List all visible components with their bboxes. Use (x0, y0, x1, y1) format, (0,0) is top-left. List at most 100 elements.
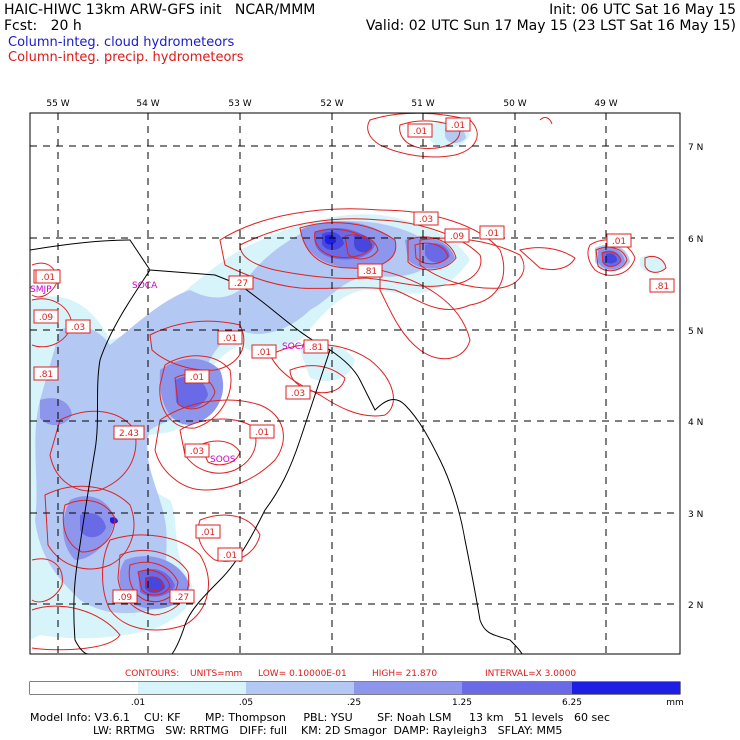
lat-label: 3 N (688, 510, 703, 520)
latitude-labels: 7 N 6 N 5 N 4 N 3 N 2 N (688, 143, 703, 611)
colorbar-label: .01 (131, 698, 145, 708)
lon-label: 49 W (594, 99, 617, 109)
cloud-shading (30, 121, 665, 641)
contour-labels: .01 .01 .03 .09 .01 .01 .81 .27 .01 .01 .03 .01 .27.… (33, 117, 675, 604)
contour-label: .01 (190, 373, 204, 383)
contours-interval: INTERVAL=X 3.0000 (485, 669, 576, 679)
contours-title: CONTOURS: (125, 669, 179, 679)
header-line1-left: HAIC-HIWC 13km ARW-GFS init NCAR/MMM (4, 2, 316, 18)
station-label: SOOS (210, 455, 236, 465)
colorbar-label: .05 (239, 698, 253, 708)
contour-label-box (169, 589, 195, 604)
contour-label-box (285, 385, 311, 400)
colorbar-units: mm (666, 698, 684, 708)
contour-label-box (251, 344, 277, 359)
contour-label: .01 (41, 273, 55, 283)
contours-units: UNITS=mm (190, 669, 242, 679)
contour-label-box (195, 524, 221, 539)
field-precip-label: Column-integ. precip. hydrometeors (8, 50, 244, 65)
lon-label: 54 W (136, 99, 159, 109)
lat-label: 4 N (688, 418, 703, 428)
lon-label: 50 W (503, 99, 526, 109)
plot-frame (29, 112, 681, 655)
contour-label: .03 (71, 323, 85, 333)
colorbar-swatch-0 (30, 682, 138, 694)
contour-label-box (249, 424, 275, 439)
contour-label: .09 (39, 313, 54, 323)
contour-label-box (445, 117, 471, 132)
coastline (30, 239, 523, 654)
contours-info: CONTOURS: UNITS=mm LOW= 0.10000E-01 HIGH… (125, 669, 576, 679)
contours-high: HIGH= 21.870 (372, 669, 437, 679)
model-info-line2: LW: RRTMG SW: RRTMG DIFF: full KM: 2D Sm… (30, 724, 563, 737)
contour-label: .03 (291, 389, 305, 399)
contour-label: .09 (450, 232, 465, 242)
contour-label: .27 (234, 279, 248, 289)
header-line1-right: Init: 06 UTC Sat 16 May 15 (549, 2, 736, 18)
shade-level-6 (110, 234, 336, 524)
contour-label-box (407, 123, 433, 138)
colorbar-swatch-5 (572, 682, 680, 694)
station-label: SOCA (132, 281, 158, 291)
lon-label: 52 W (320, 99, 343, 109)
colorbar-swatch-2 (246, 682, 354, 694)
contour-label-box (35, 269, 61, 284)
contour-label: .01 (257, 348, 271, 358)
longitude-labels: 55 W 54 W 53 W 52 W 51 W 50 W 49 W (46, 99, 617, 109)
contour-label-box (217, 330, 243, 345)
colorbar-swatch-3 (354, 682, 462, 694)
contour-label: .01 (201, 528, 215, 538)
header-line2-right: Valid: 02 UTC Sun 17 May 15 (23 LST Sat … (365, 18, 736, 34)
contour-label-box (184, 369, 210, 384)
model-info-line1: Model Info: V3.6.1 CU: KF MP: Thompson P… (30, 711, 610, 724)
lat-label: 2 N (688, 601, 703, 611)
lat-label: 7 N (688, 143, 703, 153)
contour-label: .03 (419, 215, 433, 225)
contour-label: .01 (612, 237, 626, 247)
contour-label: .03 (190, 447, 204, 457)
colorbar-swatch-4 (462, 682, 572, 694)
contour-label: .81 (39, 370, 53, 380)
lat-label: 5 N (688, 327, 703, 337)
contour-label-box (65, 319, 91, 334)
contour-label: .01 (485, 229, 499, 239)
lat-label: 6 N (688, 235, 703, 245)
contour-label-box (112, 589, 138, 604)
contour-label-box (357, 263, 383, 278)
contour-label: .01 (413, 127, 427, 137)
contour-label: 2.43 (119, 429, 139, 439)
contour-label-box (606, 233, 632, 248)
contour-label-box (228, 275, 254, 290)
contour-label-box (33, 309, 59, 324)
field-cloud-label: Column-integ. cloud hydrometeors (8, 35, 235, 50)
contour-label-box (184, 443, 210, 458)
station-label: SOCA (282, 342, 308, 352)
colorbar-swatch-1 (138, 682, 246, 694)
contour-label: .01 (223, 551, 237, 561)
contour-label: .81 (655, 282, 669, 292)
colorbar-label: 6.25 (562, 698, 582, 708)
contour-label: .27 (175, 593, 189, 603)
contour-label-box (444, 228, 470, 243)
colorbar-label: 1.25 (452, 698, 472, 708)
contour-label: .81 (363, 267, 377, 277)
contour-label-box (479, 225, 505, 240)
contour-label-box (413, 211, 439, 226)
lon-label: 51 W (411, 99, 434, 109)
station-label: SMJP (30, 285, 52, 295)
contour-label: .01 (223, 334, 237, 344)
lat-lon-grid (30, 113, 680, 654)
contour-label-box (303, 339, 329, 354)
contour-label-box (113, 425, 145, 440)
contour-label: .01 (255, 428, 269, 438)
header-line2-left: Fcst: 20 h (4, 18, 82, 34)
contour-label: .01 (451, 121, 465, 131)
contours-low: LOW= 0.10000E-01 (258, 669, 347, 679)
contour-label-box (649, 278, 675, 293)
station-labels: SMJP SOCA SOCA SOOS SOCASOOR (30, 281, 308, 465)
lon-label: 53 W (228, 99, 251, 109)
contour-label-box (33, 366, 59, 381)
colorbar: .01 .05 .25 1.25 6.25 mm (29, 681, 684, 708)
colorbar-label: .25 (347, 698, 361, 708)
